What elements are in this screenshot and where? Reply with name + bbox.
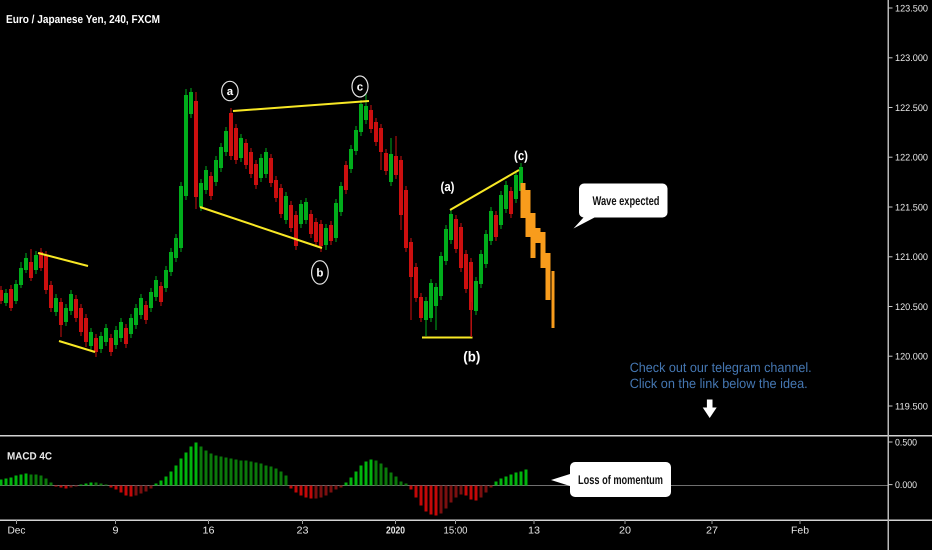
svg-text:16: 16	[203, 526, 215, 537]
svg-text:Check out our telegram channel: Check out our telegram channel.	[630, 360, 812, 375]
svg-text:b: b	[316, 268, 323, 280]
svg-text:2020: 2020	[386, 526, 405, 537]
svg-text:0.000: 0.000	[895, 480, 917, 491]
svg-text:0.500: 0.500	[895, 437, 917, 448]
svg-text:122.500: 122.500	[895, 103, 928, 114]
svg-text:27: 27	[706, 526, 718, 537]
svg-text:15:00: 15:00	[444, 526, 468, 537]
svg-text:Feb: Feb	[791, 526, 809, 537]
svg-text:122.000: 122.000	[895, 153, 928, 164]
svg-text:a: a	[227, 86, 234, 98]
svg-text:(a): (a)	[441, 179, 455, 194]
svg-text:c: c	[357, 82, 364, 94]
svg-text:MACD 4C: MACD 4C	[7, 451, 52, 463]
svg-text:Wave expected: Wave expected	[593, 194, 660, 208]
svg-text:121.500: 121.500	[895, 202, 928, 213]
svg-text:9: 9	[113, 526, 119, 537]
svg-text:Loss of momentum: Loss of momentum	[578, 473, 663, 487]
svg-text:Click on the link below the id: Click on the link below the idea.	[630, 376, 808, 391]
svg-text:119.500: 119.500	[895, 401, 928, 412]
svg-text:(c): (c)	[514, 148, 528, 163]
svg-text:123.500: 123.500	[895, 3, 928, 14]
svg-text:(b): (b)	[463, 350, 480, 366]
svg-text:Euro / Japanese Yen, 240, FXCM: Euro / Japanese Yen, 240, FXCM	[6, 14, 160, 26]
svg-text:23: 23	[297, 526, 309, 537]
svg-text:13: 13	[528, 526, 540, 537]
svg-text:121.000: 121.000	[895, 252, 928, 263]
svg-text:Dec: Dec	[8, 526, 26, 537]
svg-text:20: 20	[619, 526, 631, 537]
svg-text:120.500: 120.500	[895, 302, 928, 313]
svg-text:120.000: 120.000	[895, 352, 928, 363]
svg-text:123.000: 123.000	[895, 53, 928, 64]
